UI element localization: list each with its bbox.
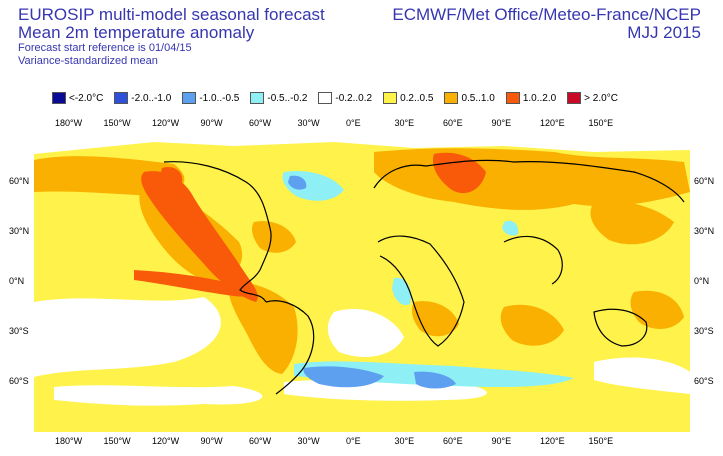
legend-swatch (182, 92, 197, 104)
title-block: EUROSIP multi-model seasonal forecast Me… (18, 6, 325, 68)
legend-label: <-2.0°C (69, 92, 104, 104)
lon-tick-label: 180°W (55, 436, 83, 446)
legend-swatch (444, 92, 459, 104)
lon-tick-label: 60°W (249, 118, 272, 128)
lat-tick-label: 0°N (9, 276, 25, 286)
period-label: MJJ 2015 (627, 23, 701, 42)
legend-item: -2.0..-1.0 (114, 92, 171, 104)
lon-tick-label: 30°W (297, 436, 320, 446)
lon-tick-label: 30°E (394, 118, 415, 128)
lon-tick-label: 180°W (55, 118, 83, 128)
lon-tick-label: 150°E (588, 436, 614, 446)
lat-tick-label: 30°N (9, 226, 30, 236)
legend-label: -1.0..-0.5 (199, 92, 240, 104)
lon-tick-label: 120°E (540, 436, 565, 446)
legend-item: <-2.0°C (52, 92, 103, 104)
legend-item: > 2.0°C (567, 92, 618, 104)
lon-tick-label: 90°W (200, 436, 223, 446)
legend-label: 1.0..2.0 (522, 92, 557, 104)
map-svg (34, 132, 690, 432)
lon-tick-label: 150°W (103, 436, 131, 446)
legend-swatch (114, 92, 129, 104)
lon-tick-label: 0°E (346, 436, 361, 446)
lon-tick-label: 30°E (394, 436, 415, 446)
lon-tick-label: 150°W (103, 118, 131, 128)
map-subtitle: Mean 2m temperature anomaly (18, 23, 255, 42)
legend-swatch (505, 92, 520, 104)
legend-item: 0.2..0.5 (383, 92, 433, 104)
legend-label: > 2.0°C (584, 92, 618, 104)
color-legend: <-2.0°C -2.0..-1.0 -1.0..-0.5 -0.5..-0.2 -0.… (52, 92, 629, 104)
anomaly-map: 180°W 180°W 150°W 150°W 120°W 120°W 90°W 90°W 60… (9, 118, 714, 446)
coastlines (163, 159, 685, 395)
lat-tick-label: 30°N (694, 226, 715, 236)
blue-areas (288, 175, 456, 389)
lat-tick-label: 60°N (694, 176, 715, 186)
lon-tick-label: 120°W (152, 118, 180, 128)
lon-tick-label: 120°W (152, 436, 180, 446)
map-title: EUROSIP multi-model seasonal forecast (18, 5, 325, 24)
lon-tick-label: 30°W (297, 118, 320, 128)
variance-note: Variance-standardized mean (18, 55, 158, 67)
lon-tick-label: 120°E (540, 118, 565, 128)
lon-tick-label: 90°E (491, 118, 512, 128)
legend-item: -0.2..0.2 (318, 92, 372, 104)
legend-label: 0.2..0.5 (400, 92, 434, 104)
source-block: ECMWF/Met Office/Meteo-France/NCEP MJJ 2… (392, 6, 701, 42)
legend-swatch (567, 92, 582, 104)
legend-label: 0.5..1.0 (461, 92, 495, 104)
lat-tick-label: 60°N (9, 176, 30, 186)
legend-swatch (250, 92, 265, 104)
legend-swatch (383, 92, 398, 104)
source-label: ECMWF/Met Office/Meteo-France/NCEP (392, 5, 701, 24)
lat-tick-label: 30°S (694, 326, 714, 336)
lon-tick-label: 90°W (200, 118, 223, 128)
forecast-start-reference: Forecast start reference is 01/04/15 (18, 42, 192, 54)
legend-label: -2.0..-1.0 (131, 92, 172, 104)
legend-item: -1.0..-0.5 (182, 92, 239, 104)
lat-tick-label: 30°S (9, 326, 29, 336)
lon-tick-label: 60°E (443, 118, 463, 128)
legend-item: -0.5..-0.2 (250, 92, 307, 104)
lon-tick-label: 60°W (249, 436, 272, 446)
lon-tick-label: 60°E (443, 436, 463, 446)
lon-tick-label: 150°E (588, 118, 614, 128)
lat-tick-label: 60°S (694, 376, 714, 386)
lat-tick-label: 0°N (694, 276, 710, 286)
legend-label: -0.2..0.2 (335, 92, 373, 104)
lat-tick-label: 60°S (9, 376, 29, 386)
lon-tick-label: 0°E (346, 118, 361, 128)
lon-tick-label: 90°E (491, 436, 512, 446)
legend-swatch (52, 92, 66, 104)
legend-label: -0.5..-0.2 (267, 92, 308, 104)
legend-item: 0.5..1.0 (444, 92, 495, 104)
legend-item: 1.0..2.0 (505, 92, 557, 104)
legend-swatch (318, 92, 333, 104)
